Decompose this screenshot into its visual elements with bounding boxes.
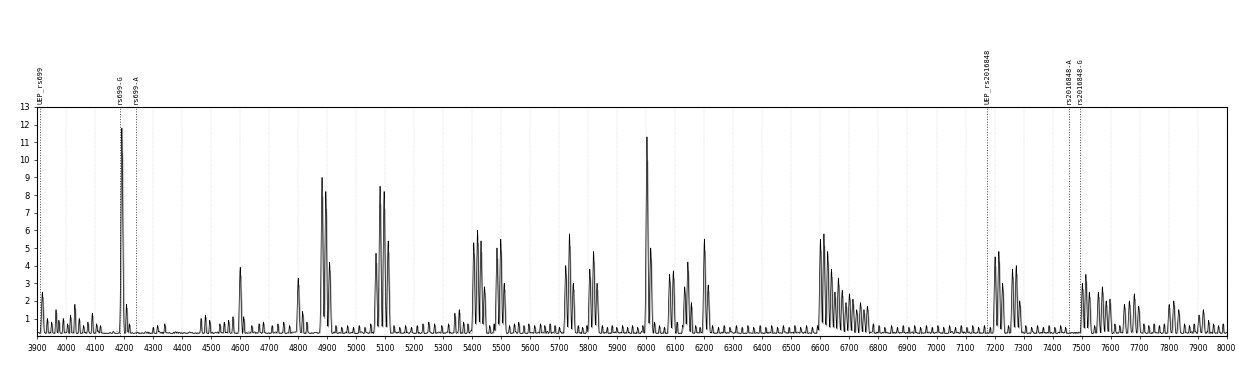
Text: UEP_rs2016848: UEP_rs2016848 [984,49,991,104]
Text: rs2016848-A: rs2016848-A [1066,58,1072,104]
Text: rs2016848-G: rs2016848-G [1077,58,1083,104]
Text: UEP_rs699: UEP_rs699 [37,66,43,104]
Text: rs699-A: rs699-A [133,74,139,104]
Text: rs699-G: rs699-G [116,74,123,104]
